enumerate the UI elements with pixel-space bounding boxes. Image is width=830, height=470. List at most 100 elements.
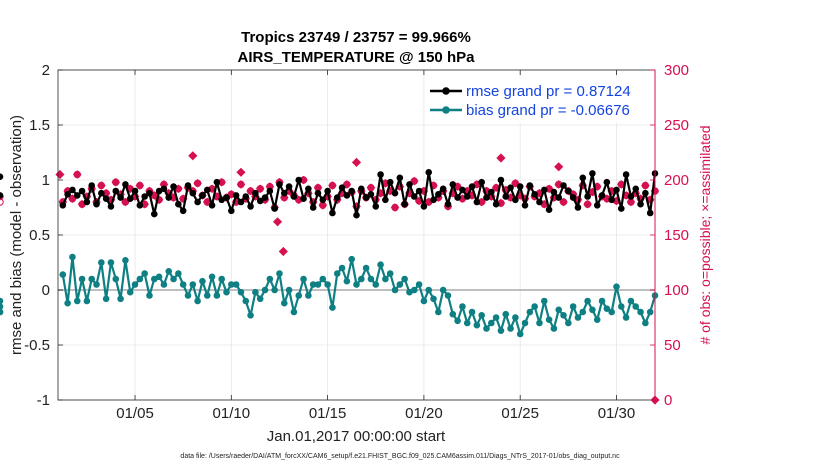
obs-assimilated-point xyxy=(496,198,506,208)
obs-assimilated-point xyxy=(97,181,106,190)
chart-subtitle: AIRS_TEMPERATURE @ 150 hPa xyxy=(238,49,476,66)
y2-axis-label: # of obs: o=possible; ×=assimilated xyxy=(697,125,713,344)
rmse-point xyxy=(425,169,433,176)
obs-assimilated-point xyxy=(255,184,265,194)
plot-area: 01/05 01/10 01/15 01/20 01/25 01/30 -1 -0.5 0 0.5… xyxy=(0,62,689,422)
rmse-point xyxy=(521,202,529,209)
rmse-point xyxy=(64,191,71,198)
rmse-point xyxy=(391,189,399,197)
rmse-point xyxy=(247,203,254,210)
x-tick-label: 01/05 xyxy=(116,405,154,422)
rmse-point xyxy=(646,209,654,217)
bias-point xyxy=(526,308,534,316)
rmse-point xyxy=(593,202,601,209)
rmse-point xyxy=(131,187,139,195)
bias-point xyxy=(540,297,548,305)
rmse-point xyxy=(420,203,428,210)
bias-point xyxy=(497,327,505,335)
rmse-point xyxy=(232,192,240,199)
bias-point xyxy=(637,308,644,316)
legend-bias-marker xyxy=(442,106,450,114)
rmse-point xyxy=(141,193,148,200)
obs-assimilated-point xyxy=(140,199,149,209)
y2-tick-label: 200 xyxy=(664,172,689,189)
rmse-point xyxy=(122,181,129,188)
rmse-point xyxy=(622,171,630,178)
rmse-point xyxy=(83,198,91,206)
bias-point xyxy=(555,306,563,314)
bias-point xyxy=(439,286,447,294)
rmse-point xyxy=(324,187,331,195)
bias-point xyxy=(545,316,553,324)
bias-point xyxy=(160,281,168,288)
obs-assimilated-point xyxy=(641,181,650,190)
bias-point xyxy=(333,270,341,277)
rmse-point xyxy=(228,207,235,215)
bias-point xyxy=(146,292,153,299)
bias-point xyxy=(425,286,433,294)
bias-point xyxy=(382,275,389,283)
rmse-point xyxy=(271,205,278,212)
rmse-point xyxy=(73,192,81,199)
bias-point xyxy=(232,281,240,288)
bias-point xyxy=(386,270,394,277)
x-tick-label: 01/25 xyxy=(501,405,539,422)
bias-point xyxy=(483,325,490,332)
rmse-point xyxy=(175,200,182,208)
obs-assimilated-point xyxy=(328,181,337,190)
rmse-point xyxy=(536,198,543,206)
bias-point xyxy=(488,319,495,327)
obs-assimilated-point xyxy=(121,197,130,207)
bias-point xyxy=(203,292,211,299)
bias-point xyxy=(358,275,365,283)
rmse-point xyxy=(473,198,481,206)
bias-point xyxy=(367,275,375,283)
x-tick-label: 01/20 xyxy=(405,405,443,422)
bias-point xyxy=(512,314,519,321)
footnote-data-file: data file: /Users/raeder/DAI/ATM_forcXX/… xyxy=(180,453,620,460)
rmse-point xyxy=(343,192,351,199)
bias-point xyxy=(112,275,120,283)
bias-point xyxy=(492,314,500,321)
y2-tick-label: 100 xyxy=(664,282,689,299)
legend: rmse grand pr = 0.87124 bias grand pr = … xyxy=(424,77,648,123)
obs-assimilated-point xyxy=(193,179,202,188)
bias-point xyxy=(362,264,370,272)
rmse-point xyxy=(589,170,596,177)
bias-point xyxy=(247,312,254,319)
rmse-point xyxy=(266,187,274,195)
bias-point xyxy=(348,255,355,263)
bias-point xyxy=(93,281,100,288)
rmse-point xyxy=(459,186,466,194)
rmse-point xyxy=(449,181,457,188)
rmse-point xyxy=(512,196,519,204)
rmse-point xyxy=(358,185,365,193)
bias-point xyxy=(391,286,399,294)
obs-outlier-point xyxy=(236,167,246,177)
obs-assimilated-point xyxy=(366,183,376,192)
bias-point xyxy=(107,259,115,266)
bias-point xyxy=(338,264,346,272)
rmse-point xyxy=(117,194,124,201)
rmse-point xyxy=(579,174,587,182)
rmse-point xyxy=(584,193,591,200)
bias-point xyxy=(478,312,485,319)
bias-point xyxy=(266,275,274,283)
rmse-point xyxy=(439,185,447,193)
bias-point xyxy=(305,292,312,299)
rmse-point xyxy=(252,189,259,197)
rmse-point xyxy=(160,185,168,193)
rmse-point xyxy=(603,178,611,186)
obs-assimilated-point xyxy=(313,183,323,192)
obs-assimilated-point xyxy=(68,194,77,203)
bias-point xyxy=(228,281,235,288)
bias-point xyxy=(449,310,457,318)
bias-point xyxy=(642,319,649,327)
bias-point xyxy=(237,288,245,296)
bias-point xyxy=(401,275,408,283)
rmse-point xyxy=(430,196,437,204)
x-axis-label: Jan.01,2017 00:00:00 start xyxy=(267,428,446,445)
obs-possible-point xyxy=(0,198,4,206)
bias-point xyxy=(454,317,461,325)
rmse-point xyxy=(483,194,490,201)
